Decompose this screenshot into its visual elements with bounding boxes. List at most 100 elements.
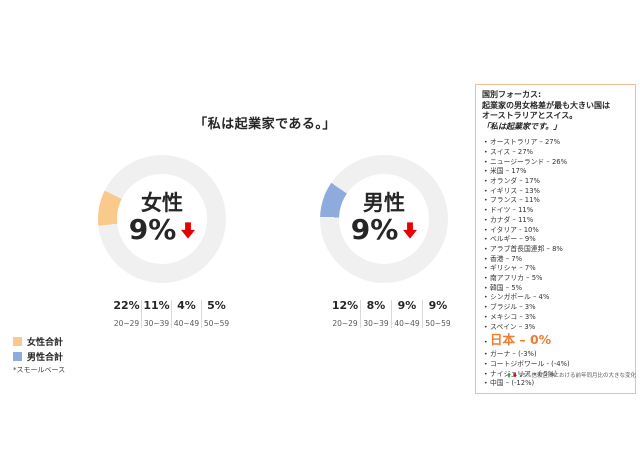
country-value: イギリス – 13% (490, 186, 541, 195)
age-range-label: 40~49 (173, 319, 200, 328)
age-percentage: 9% (397, 299, 417, 312)
country-item: • ブラジル – 3% (482, 303, 630, 313)
bullet-icon: • (484, 339, 488, 347)
country-item: • オーストラリア – 27% (482, 138, 630, 148)
country-item: • メキシコ – 3% (482, 313, 630, 323)
bullet-icon: • (484, 284, 488, 292)
bullet-icon: • (484, 351, 488, 359)
bullet-icon: • (484, 275, 488, 283)
up-arrow-icon (507, 372, 512, 378)
bullet-icon: • (484, 304, 488, 312)
country-value: ブラジル – 3% (490, 303, 536, 312)
bullet-icon: • (484, 197, 488, 205)
country-value: ベルギー – 9% (490, 235, 536, 244)
country-item: • スイス – 27% (482, 148, 630, 158)
country-value: オーストラリア – 27% (490, 138, 561, 147)
country-item: • ガーナ – (-3%) (482, 350, 630, 360)
focus-panel-heading: 国別フォーカス: 起業家の男女格差が最も大きい国は オーストラリアとスイス。 「… (482, 90, 630, 132)
age-column: 11% 30~39 (141, 300, 171, 328)
age-percentage: 12% (331, 299, 359, 312)
age-percentage: 11% (143, 299, 170, 312)
bullet-icon: • (484, 207, 488, 215)
age-column: 9% 50~59 (422, 300, 453, 328)
age-percentage: 9% (428, 299, 448, 312)
focus-heading-line: 国別フォーカス: (482, 90, 542, 99)
country-value: ガーナ – (-3%) (490, 350, 537, 359)
country-value: イタリア - 10% (490, 225, 539, 234)
age-range-label: 50~59 (203, 319, 230, 328)
country-item: • フランス – 11% (482, 196, 630, 206)
significance-footnote: 95%信頼区間における前年同月比の大きな変化 (507, 371, 636, 379)
female-value: 9% (128, 213, 177, 247)
age-range-label: 40~49 (394, 319, 420, 328)
female-value-row: 9% (128, 213, 196, 247)
down-arrow-icon (403, 222, 418, 239)
bullet-icon: • (484, 255, 488, 263)
age-range-label: 20~29 (332, 319, 358, 328)
bullet-icon: • (484, 323, 488, 331)
bullet-icon: • (484, 178, 488, 185)
bullet-icon: • (484, 360, 488, 368)
country-item: • イタリア - 10% (482, 226, 630, 236)
country-value: シンガポール – 4% (490, 293, 550, 302)
country-value: オランダ – 17% (490, 177, 541, 185)
country-value: ドイツ – 11% (490, 206, 534, 215)
country-item: • ドイツ – 11% (482, 206, 630, 216)
male-age-breakdown: 12% 20~29 8% 30~39 9% 40~49 9% 50~59 (330, 300, 453, 328)
country-item: • シンガポール – 4% (482, 293, 630, 303)
female-donut-center: 女性 9% (117, 174, 207, 264)
age-column: 12% 20~29 (330, 300, 360, 328)
bullet-icon: • (484, 313, 488, 321)
male-value-row: 9% (351, 214, 418, 246)
legend-label: 男性合計 (27, 353, 64, 363)
country-item: • 韓国 – 5% (482, 284, 630, 294)
country-value: 香港 – 7% (490, 254, 523, 263)
age-range-label: 50~59 (425, 319, 451, 328)
country-item: • ニュージーランド – 26% (482, 158, 630, 168)
age-percentage: 4% (177, 299, 196, 312)
country-item: • ナイジェリア – (-5%) (482, 370, 630, 380)
country-item: • 香港 – 7% (482, 255, 630, 265)
country-value: コートジボワール - (-4%) (490, 359, 570, 368)
focus-quote: 「私は起業家です。」 (482, 121, 562, 131)
country-value: 中国 – (-12%) (490, 379, 535, 388)
country-value: メキシコ – 3% (490, 312, 536, 321)
country-value: カナダ – 11% (490, 215, 534, 224)
female-group-label: 女性 (141, 191, 183, 216)
bullet-icon: • (484, 226, 488, 234)
bullet-icon: • (484, 265, 488, 273)
age-column: 5% 50~59 (201, 300, 231, 328)
country-value: スイス – 27% (490, 147, 534, 156)
country-value: 米国 – 17% (490, 167, 527, 176)
bullet-icon: • (484, 294, 488, 302)
significance-footnote-text: 95%信頼区間における前年同月比の大きな変化 (519, 373, 636, 379)
bullet-icon: • (484, 236, 488, 244)
country-item: • ベルギー – 9% (482, 235, 630, 245)
bullet-icon: • (484, 380, 488, 388)
focus-heading-line: オーストラリアとスイス。 (482, 111, 578, 121)
country-value: フランス – 11% (490, 196, 540, 205)
legend-label: 女性合計 (27, 338, 64, 348)
country-item: • カナダ – 11% (482, 216, 630, 226)
bullet-icon: • (484, 187, 488, 195)
down-arrow-icon (513, 372, 518, 378)
bullet-icon: • (484, 216, 488, 224)
age-range-label: 30~39 (363, 319, 389, 328)
country-item: • コートジボワール - (-4%) (482, 360, 630, 370)
bullet-icon: • (484, 245, 488, 253)
focus-heading-line: 起業家の男女格差が最も大きい国は (482, 100, 610, 110)
country-item: • ギリシャ – 7% (482, 264, 630, 274)
country-value: 日本 – 0% (490, 332, 552, 348)
age-column: 22% 20~29 (112, 300, 141, 328)
age-range-label: 30~39 (143, 319, 170, 328)
country-item: • 南アフリカ – 5% (482, 274, 630, 284)
country-focus-panel: 国別フォーカス: 起業家の男女格差が最も大きい国は オーストラリアとスイス。 「… (475, 84, 636, 395)
male-donut-chart: 男性 9% (320, 155, 448, 283)
country-value: スペイン – 3% (490, 322, 536, 331)
female-donut-chart: 女性 9% (98, 155, 226, 283)
male-donut-center: 男性 9% (339, 174, 429, 264)
female-age-breakdown: 22% 20~29 11% 30~39 4% 40~49 5% 50~59 (112, 300, 231, 328)
bullet-icon: • (484, 158, 488, 166)
down-arrow-icon (181, 222, 196, 239)
